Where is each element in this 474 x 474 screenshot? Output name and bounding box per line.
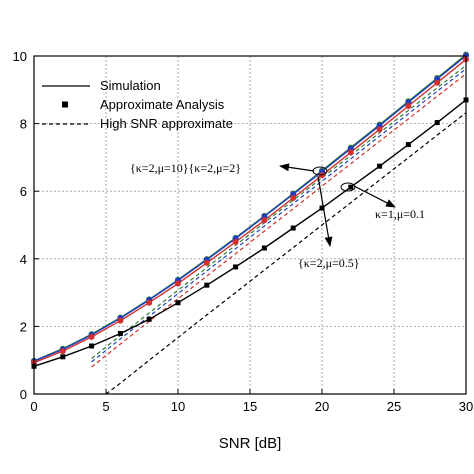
legend-analysis-label: Approximate Analysis xyxy=(100,97,225,112)
simulation-line-2 xyxy=(33,58,467,364)
data-point-3 xyxy=(405,142,411,148)
data-point-2 xyxy=(59,348,66,355)
data-point-3 xyxy=(261,245,267,251)
data-point-3 xyxy=(434,120,440,126)
annotation-arrow-mu05 xyxy=(317,175,333,247)
data-point-3 xyxy=(89,343,95,349)
high-snr-line-0 xyxy=(91,65,467,359)
simulation-line-1 xyxy=(33,55,467,362)
x-tick-label: 30 xyxy=(459,399,473,414)
data-point-2 xyxy=(203,259,210,266)
legend-simulation-label: Simulation xyxy=(100,78,161,93)
data-point-2 xyxy=(290,194,297,201)
x-axis-title: SNR [dB] xyxy=(219,435,282,452)
data-point-3 xyxy=(146,316,152,322)
y-tick-label: 10 xyxy=(13,49,27,64)
data-point-2 xyxy=(117,317,124,324)
data-point-2 xyxy=(88,333,95,340)
data-point-2 xyxy=(347,149,354,156)
simulation-line-3 xyxy=(33,99,467,367)
data-point-2 xyxy=(261,217,268,224)
series-layer xyxy=(31,51,469,395)
legend-analysis-swatch xyxy=(62,101,68,108)
annotation-arrow-k1 xyxy=(353,185,396,208)
y-tick-label: 6 xyxy=(20,184,27,199)
data-point-3 xyxy=(204,282,210,288)
annotation-label-k1-mu01: κ=1,μ=0.1 xyxy=(375,207,425,221)
data-point-2 xyxy=(376,126,383,133)
y-tick-label: 0 xyxy=(20,387,27,402)
data-point-3 xyxy=(60,354,66,360)
ticks: 0 5 10 15 20 25 30 0 2 4 6 8 10 xyxy=(13,49,474,414)
data-point-2 xyxy=(146,299,153,306)
x-tick-label: 0 xyxy=(30,399,37,414)
data-point-3 xyxy=(377,163,383,169)
data-point-3 xyxy=(348,184,354,190)
high-snr-line-1 xyxy=(91,68,467,363)
y-tick-label: 8 xyxy=(20,117,27,132)
x-tick-label: 5 xyxy=(102,399,109,414)
data-point-2 xyxy=(175,280,181,287)
legend: Simulation Approximate Analysis High SNR… xyxy=(42,78,233,131)
data-point-2 xyxy=(405,103,412,110)
data-point-3 xyxy=(233,264,239,270)
data-point-3 xyxy=(117,330,123,336)
data-point-2 xyxy=(232,238,239,245)
y-tick-label: 2 xyxy=(20,319,27,334)
data-point-3 xyxy=(175,300,181,306)
annotation-arrow-mu10 xyxy=(279,163,315,172)
legend-high-snr-label: High SNR approximate xyxy=(100,116,233,131)
x-tick-label: 25 xyxy=(387,399,401,414)
high-snr-line-2 xyxy=(91,73,467,368)
data-point-3 xyxy=(319,205,325,211)
x-tick-label: 10 xyxy=(171,399,185,414)
x-tick-label: 15 xyxy=(243,399,257,414)
annotation-label-k2-mu10-mu2: {κ=2,μ=10}{κ=2,μ=2} xyxy=(130,161,241,175)
y-tick-label: 4 xyxy=(20,252,27,267)
data-point-3 xyxy=(290,225,296,231)
high-snr-line-3 xyxy=(105,112,467,395)
annotation-label-k2-mu05: {κ=2,μ=0.5} xyxy=(298,256,360,270)
x-tick-label: 20 xyxy=(315,399,329,414)
annotations: {κ=2,μ=10}{κ=2,μ=2} κ=1,μ=0.1 {κ=2,μ=0.5… xyxy=(130,161,425,270)
data-point-2 xyxy=(434,79,441,86)
